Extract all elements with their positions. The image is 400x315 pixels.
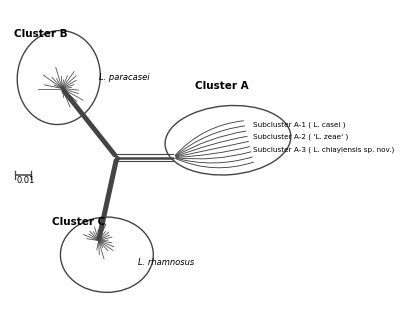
Text: Cluster C: Cluster C	[52, 217, 105, 227]
Text: L. rhamnosus: L. rhamnosus	[138, 258, 195, 267]
Text: Subcluster A-1 ( L. casei ): Subcluster A-1 ( L. casei )	[253, 121, 345, 128]
Text: Subcluster A-2 ( 'L. zeae' ): Subcluster A-2 ( 'L. zeae' )	[253, 134, 348, 140]
Text: Cluster A: Cluster A	[195, 81, 248, 90]
Text: L. paracasei: L. paracasei	[98, 73, 149, 82]
Text: Cluster B: Cluster B	[14, 29, 68, 39]
Text: 0.01: 0.01	[17, 176, 35, 185]
Text: Subcluster A-3 ( L. chiayiensis sp. nov.): Subcluster A-3 ( L. chiayiensis sp. nov.…	[253, 146, 394, 153]
